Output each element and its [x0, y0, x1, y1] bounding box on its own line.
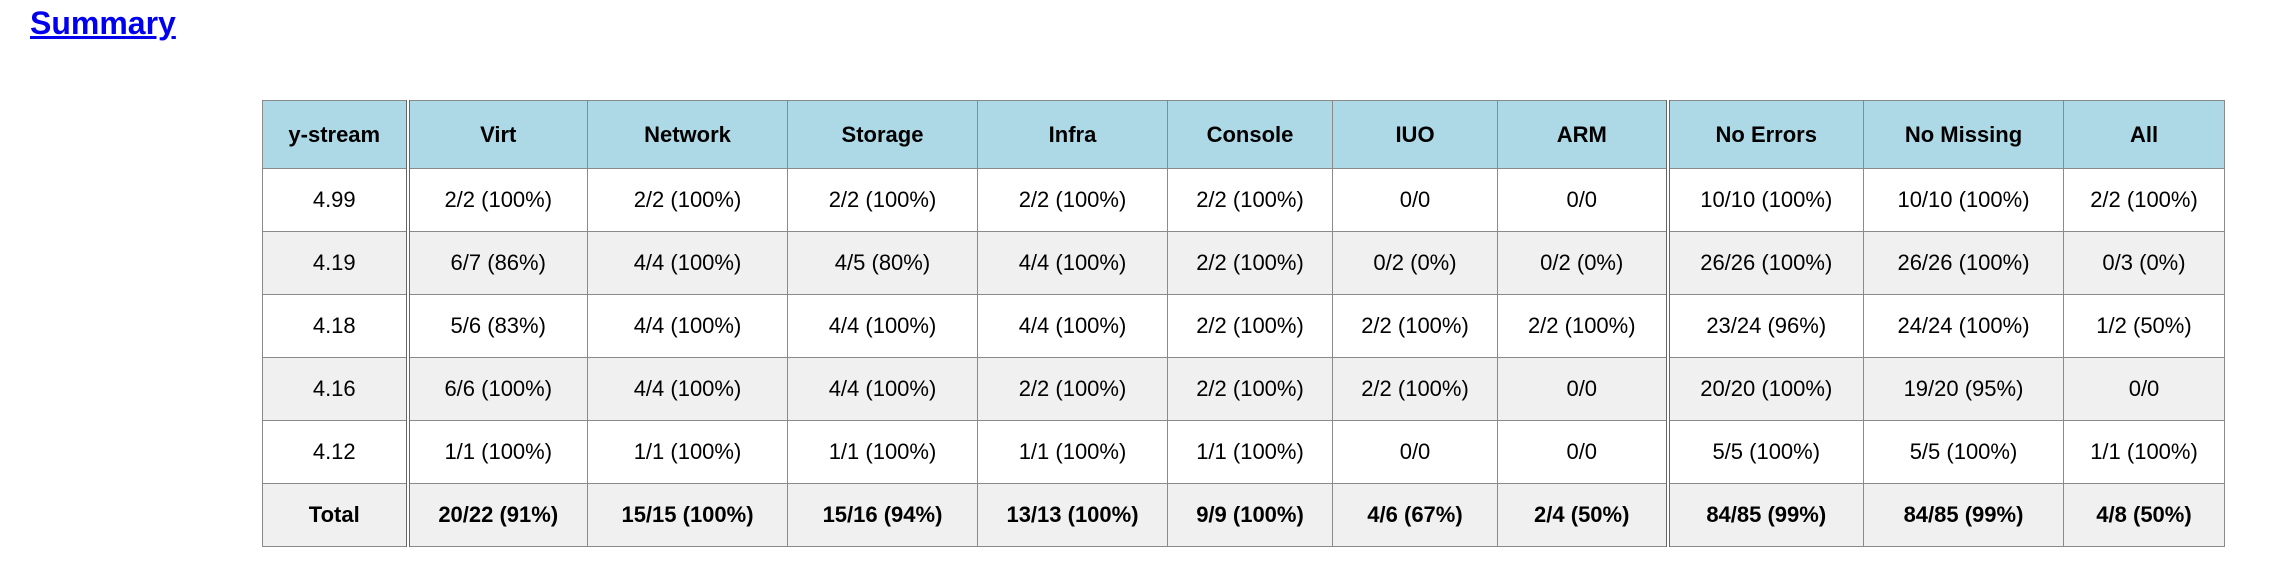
cell-arm: 0/0 — [1497, 168, 1668, 232]
column-header-network: Network — [587, 100, 788, 169]
cell-storage: 4/5 (80%) — [787, 231, 978, 295]
cell-all: 1/2 (50%) — [2063, 294, 2225, 358]
column-header-all: All — [2063, 100, 2225, 169]
table-row-4-99: 4.99 2/2 (100%) 2/2 (100%) 2/2 (100%) 2/2 (1… — [262, 168, 2225, 232]
column-header-virt: Virt — [405, 100, 588, 169]
cell-no-missing: 19/20 (95%) — [1863, 357, 2064, 421]
cell-network: 1/1 (100%) — [587, 420, 788, 484]
cell-network: 4/4 (100%) — [587, 294, 788, 358]
cell-infra: 1/1 (100%) — [977, 420, 1168, 484]
row-label: 4.99 — [262, 168, 408, 232]
cell-iuo: 0/2 (0%) — [1332, 231, 1498, 295]
cell-all: 1/1 (100%) — [2063, 420, 2225, 484]
column-header-storage: Storage — [787, 100, 978, 169]
cell-arm: 0/0 — [1497, 357, 1668, 421]
column-header-no-missing: No Missing — [1863, 100, 2064, 169]
table-row-total: Total 20/22 (91%) 15/15 (100%) 15/16 (94%) 1… — [262, 483, 2225, 547]
cell-iuo: 4/6 (67%) — [1332, 483, 1498, 547]
table-row-4-18: 4.18 5/6 (83%) 4/4 (100%) 4/4 (100%) 4/4 (10… — [262, 294, 2225, 358]
column-header-no-errors: No Errors — [1665, 100, 1864, 169]
cell-all: 0/0 — [2063, 357, 2225, 421]
cell-no-errors: 23/24 (96%) — [1665, 294, 1864, 358]
cell-infra: 4/4 (100%) — [977, 231, 1168, 295]
cell-infra: 13/13 (100%) — [977, 483, 1168, 547]
cell-no-missing: 24/24 (100%) — [1863, 294, 2064, 358]
cell-no-missing: 26/26 (100%) — [1863, 231, 2064, 295]
cell-infra: 2/2 (100%) — [977, 168, 1168, 232]
column-header-y-stream: y-stream — [262, 100, 408, 169]
header-row: y-stream Virt Network Storage Infra Console IU… — [262, 100, 2225, 169]
cell-infra: 4/4 (100%) — [977, 294, 1168, 358]
cell-iuo: 2/2 (100%) — [1332, 294, 1498, 358]
page-title: Summary — [30, 4, 176, 42]
cell-no-missing: 5/5 (100%) — [1863, 420, 2064, 484]
summary-link[interactable]: Summary — [30, 5, 176, 41]
cell-arm: 0/0 — [1497, 420, 1668, 484]
cell-no-missing: 10/10 (100%) — [1863, 168, 2064, 232]
cell-virt: 2/2 (100%) — [405, 168, 588, 232]
cell-no-errors: 26/26 (100%) — [1665, 231, 1864, 295]
cell-infra: 2/2 (100%) — [977, 357, 1168, 421]
cell-virt: 6/6 (100%) — [405, 357, 588, 421]
cell-network: 2/2 (100%) — [587, 168, 788, 232]
cell-iuo: 0/0 — [1332, 168, 1498, 232]
cell-all: 4/8 (50%) — [2063, 483, 2225, 547]
cell-arm: 2/4 (50%) — [1497, 483, 1668, 547]
table-row-4-19: 4.19 6/7 (86%) 4/4 (100%) 4/5 (80%) 4/4 (100… — [262, 231, 2225, 295]
summary-table: y-stream Virt Network Storage Infra Console IU… — [262, 100, 2225, 547]
cell-console: 9/9 (100%) — [1167, 483, 1333, 547]
table-row-4-16: 4.16 6/6 (100%) 4/4 (100%) 4/4 (100%) 2/2 (1… — [262, 357, 2225, 421]
column-header-infra: Infra — [977, 100, 1168, 169]
cell-no-errors: 10/10 (100%) — [1665, 168, 1864, 232]
row-label: 4.18 — [262, 294, 408, 358]
cell-storage: 4/4 (100%) — [787, 294, 978, 358]
cell-all: 0/3 (0%) — [2063, 231, 2225, 295]
cell-console: 2/2 (100%) — [1167, 357, 1333, 421]
cell-console: 1/1 (100%) — [1167, 420, 1333, 484]
row-label: Total — [262, 483, 408, 547]
cell-no-errors: 20/20 (100%) — [1665, 357, 1864, 421]
cell-no-errors: 5/5 (100%) — [1665, 420, 1864, 484]
row-label: 4.12 — [262, 420, 408, 484]
column-header-console: Console — [1167, 100, 1333, 169]
cell-console: 2/2 (100%) — [1167, 168, 1333, 232]
cell-no-missing: 84/85 (99%) — [1863, 483, 2064, 547]
cell-no-errors: 84/85 (99%) — [1665, 483, 1864, 547]
cell-network: 4/4 (100%) — [587, 357, 788, 421]
row-label: 4.19 — [262, 231, 408, 295]
table-row-4-12: 4.12 1/1 (100%) 1/1 (100%) 1/1 (100%) 1/1 (1… — [262, 420, 2225, 484]
cell-virt: 20/22 (91%) — [405, 483, 588, 547]
cell-network: 15/15 (100%) — [587, 483, 788, 547]
cell-console: 2/2 (100%) — [1167, 231, 1333, 295]
cell-network: 4/4 (100%) — [587, 231, 788, 295]
cell-arm: 0/2 (0%) — [1497, 231, 1668, 295]
cell-console: 2/2 (100%) — [1167, 294, 1333, 358]
cell-storage: 2/2 (100%) — [787, 168, 978, 232]
column-header-arm: ARM — [1497, 100, 1668, 169]
column-header-iuo: IUO — [1332, 100, 1498, 169]
cell-virt: 1/1 (100%) — [405, 420, 588, 484]
cell-storage: 1/1 (100%) — [787, 420, 978, 484]
cell-virt: 6/7 (86%) — [405, 231, 588, 295]
cell-iuo: 2/2 (100%) — [1332, 357, 1498, 421]
cell-iuo: 0/0 — [1332, 420, 1498, 484]
row-label: 4.16 — [262, 357, 408, 421]
cell-all: 2/2 (100%) — [2063, 168, 2225, 232]
cell-virt: 5/6 (83%) — [405, 294, 588, 358]
cell-storage: 15/16 (94%) — [787, 483, 978, 547]
cell-storage: 4/4 (100%) — [787, 357, 978, 421]
cell-arm: 2/2 (100%) — [1497, 294, 1668, 358]
table-body: 4.99 2/2 (100%) 2/2 (100%) 2/2 (100%) 2/2 (1… — [262, 168, 2225, 547]
